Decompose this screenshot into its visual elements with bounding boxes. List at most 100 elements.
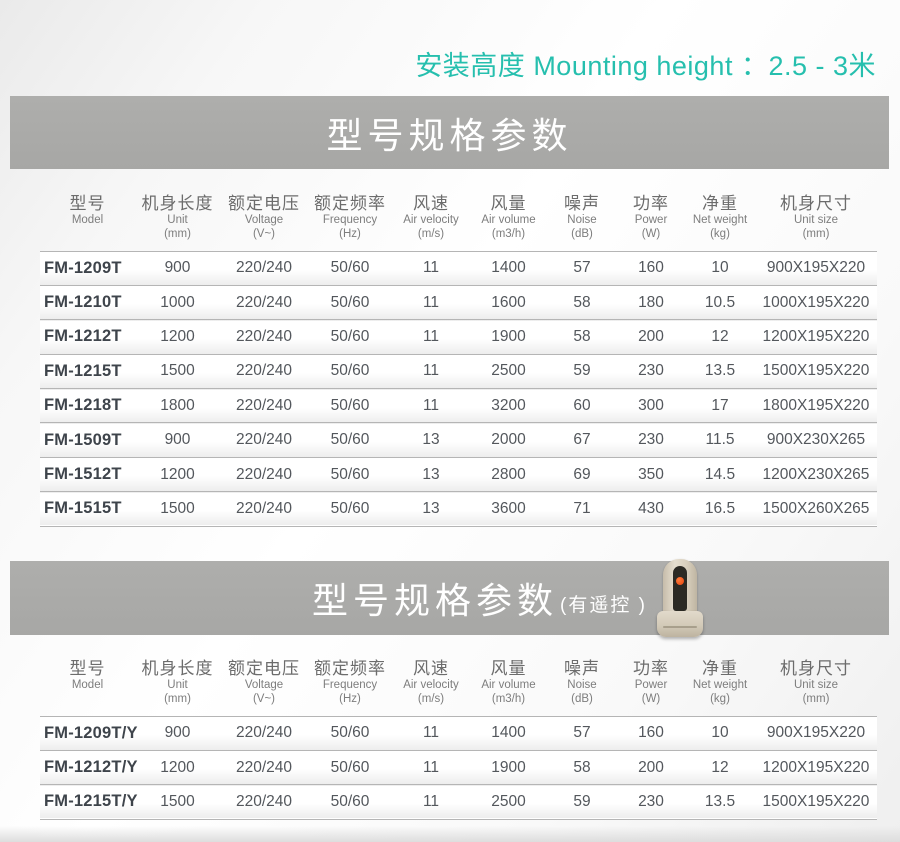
column-header-unit: (kg)	[710, 228, 730, 240]
model-cell: FM-1509T	[44, 430, 122, 449]
value-cell: 220/240	[235, 758, 293, 776]
model-cell: FM-1209T/Y	[44, 723, 138, 742]
remote-control-groove	[663, 626, 697, 628]
value-cell: 50/60	[330, 758, 370, 776]
value-cell: 14.5	[704, 465, 736, 483]
value-cell: 59	[573, 792, 591, 810]
column-header-cn: 噪声	[564, 194, 600, 213]
column-header-unit: (Hz)	[339, 693, 361, 705]
column-header: 功率 Power (W)	[617, 650, 685, 716]
column-header: 风速 Air velocity (m/s)	[392, 650, 470, 716]
value-cell: 220/240	[235, 396, 293, 414]
column-header-en: Noise	[567, 214, 597, 226]
value-cell: 71	[573, 499, 591, 517]
spec-table-1: 型号 Model 机身长度 Unit (mm) 额定电压 Voltage (V~) 额定频率 Fr…	[40, 185, 877, 527]
column-header-unit: (m3/h)	[491, 228, 526, 240]
column-header-en: Air volume	[481, 214, 536, 226]
spec-table-2-body: FM-1209T/Y 900 220/240 50/60 11 1400 57 160 10 90…	[40, 716, 877, 820]
column-header-en: Voltage	[244, 679, 284, 691]
model-cell: FM-1515T	[44, 499, 122, 518]
column-header: 噪声 Noise (dB)	[547, 185, 617, 251]
value-cell: 59	[573, 362, 591, 380]
value-cell: 230	[638, 792, 664, 810]
column-header: 机身长度 Unit (mm)	[135, 185, 220, 251]
value-cell: 1500X260X265	[762, 499, 870, 517]
model-cell: FM-1210T	[44, 293, 122, 312]
value-cell: 50/60	[330, 362, 370, 380]
column-header-unit: (mm)	[164, 693, 191, 705]
value-cell: 220/240	[235, 792, 293, 810]
table-row: FM-1215T/Y 1500 220/240 50/60 11 2500 59 230 13.…	[40, 784, 877, 820]
value-cell: 900X195X220	[766, 724, 866, 742]
column-header-unit: (W)	[641, 693, 661, 705]
table-row: FM-1209T/Y 900 220/240 50/60 11 1400 57 160 10 90…	[40, 716, 877, 751]
value-cell: 1600	[491, 293, 526, 311]
value-cell: 1200X195X220	[762, 758, 870, 776]
column-header: 额定电压 Voltage (V~)	[220, 185, 308, 251]
table-row: FM-1512T 1200 220/240 50/60 13 2800 69 350 14.5 1…	[40, 457, 877, 492]
value-cell: 1200	[160, 327, 195, 345]
value-cell: 1000X195X220	[762, 293, 870, 311]
spec-banner-2-inner: 型号规格参数 (有遥控 )	[312, 572, 647, 624]
column-header-cn: 净重	[702, 659, 738, 678]
value-cell: 12	[711, 758, 729, 776]
column-header-cn: 额定电压	[228, 194, 300, 213]
column-header-cn: 额定频率	[314, 194, 386, 213]
table-row: FM-1515T 1500 220/240 50/60 13 3600 71 430 16.5 1…	[40, 491, 877, 527]
value-cell: 13.5	[704, 792, 736, 810]
value-cell: 180	[638, 293, 664, 311]
column-header: 额定频率 Frequency (Hz)	[308, 185, 392, 251]
value-cell: 50/60	[330, 431, 370, 449]
column-header: 机身长度 Unit (mm)	[135, 650, 220, 716]
spec-table-2: 型号 Model 机身长度 Unit (mm) 额定电压 Voltage (V~) 额定频率 Fr…	[40, 650, 877, 820]
column-header-unit: (dB)	[571, 228, 593, 240]
value-cell: 1400	[491, 259, 526, 277]
table-row: FM-1215T 1500 220/240 50/60 11 2500 59 230 13.5 1…	[40, 354, 877, 389]
value-cell: 220/240	[235, 499, 293, 517]
value-cell: 220/240	[235, 465, 293, 483]
model-cell: FM-1212T	[44, 327, 122, 346]
value-cell: 11	[422, 758, 440, 776]
value-cell: 1200	[160, 465, 195, 483]
column-header: 风量 Air volume (m3/h)	[470, 185, 547, 251]
value-cell: 900X230X265	[766, 431, 866, 449]
remote-control-image	[656, 559, 704, 637]
remote-control-panel	[673, 566, 687, 611]
column-header: 额定频率 Frequency (Hz)	[308, 650, 392, 716]
column-header: 功率 Power (W)	[617, 185, 685, 251]
column-header-cn: 机身尺寸	[780, 659, 852, 678]
spec-table-2-header: 型号 Model 机身长度 Unit (mm) 额定电压 Voltage (V~) 额定频率 Fr…	[40, 650, 877, 716]
column-header-en: Frequency	[322, 679, 378, 691]
spec-table-1-body: FM-1209T 900 220/240 50/60 11 1400 57 160 10 900X…	[40, 251, 877, 527]
value-cell: 13	[422, 499, 440, 517]
column-header: 风速 Air velocity (m/s)	[392, 185, 470, 251]
value-cell: 1800	[160, 396, 195, 414]
model-cell: FM-1209T	[44, 258, 122, 277]
value-cell: 11	[422, 396, 440, 414]
column-header-unit: (kg)	[710, 693, 730, 705]
value-cell: 300	[638, 396, 664, 414]
value-cell: 50/60	[330, 396, 370, 414]
value-cell: 67	[573, 431, 591, 449]
value-cell: 350	[638, 465, 664, 483]
value-cell: 1500	[160, 499, 195, 517]
column-header-cn: 额定电压	[228, 659, 300, 678]
value-cell: 430	[638, 499, 664, 517]
column-header-en: Frequency	[322, 214, 378, 226]
header-row: 型号 Model 机身长度 Unit (mm) 额定电压 Voltage (V~) 额定频率 Fr…	[40, 650, 877, 716]
value-cell: 58	[573, 293, 591, 311]
column-header: 噪声 Noise (dB)	[547, 650, 617, 716]
value-cell: 11	[422, 293, 440, 311]
value-cell: 220/240	[235, 362, 293, 380]
column-header-en: Unit	[167, 679, 188, 691]
spec-banner-1-title: 型号规格参数	[326, 114, 573, 156]
column-header-en: Unit size	[793, 679, 839, 691]
column-header-cn: 机身长度	[141, 194, 214, 213]
column-header: 额定电压 Voltage (V~)	[220, 650, 308, 716]
value-cell: 1200	[160, 758, 195, 776]
value-cell: 50/60	[330, 724, 370, 742]
column-header-en: Air velocity	[403, 679, 459, 691]
spec-banner-2-title: 型号规格参数	[312, 580, 559, 621]
value-cell: 50/60	[330, 792, 370, 810]
value-cell: 230	[638, 362, 664, 380]
